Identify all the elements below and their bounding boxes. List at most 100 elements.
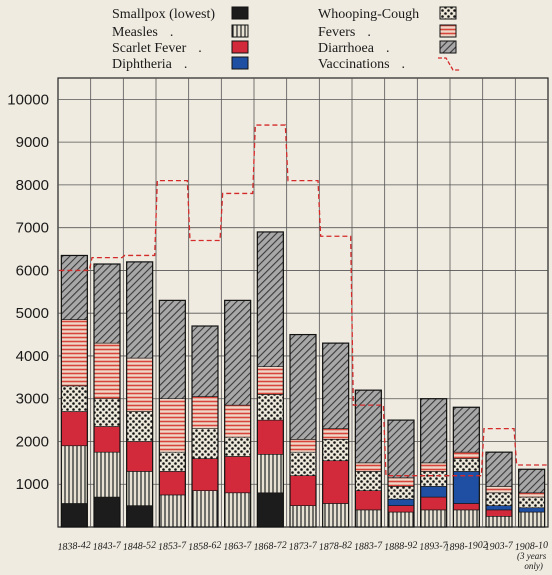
x-tick-label: 1888-92 xyxy=(384,540,418,553)
bar-segment-diarrhoea xyxy=(224,300,251,406)
bar-segment-fevers xyxy=(420,462,447,472)
legend-swatch-whooping-cough xyxy=(439,6,457,20)
bar-segment-diarrhoea xyxy=(485,451,513,487)
bar-stack-1848-52 xyxy=(126,261,154,528)
bar-segment-fevers xyxy=(224,404,251,438)
bar-segment-scarlet-fever xyxy=(322,460,349,504)
legend-leader: . xyxy=(402,57,406,72)
bar-segment-measles xyxy=(387,511,415,528)
x-axis: 1838-42 1843-7 1848-52 1853-7 1858-62 1863-7 1… xyxy=(57,540,548,571)
bar-segment-whooping-cough xyxy=(191,428,219,459)
x-tick-label: 1903-7 xyxy=(484,540,514,553)
bar-segment-fevers xyxy=(93,342,121,400)
legend-leader: . xyxy=(198,41,202,56)
bar-outline xyxy=(256,231,284,528)
bar-segment-diarrhoea xyxy=(257,231,284,367)
bar-segment-scarlet-fever xyxy=(257,419,284,455)
legend-swatch-vaccinations xyxy=(438,57,460,71)
bar-segment-whooping-cough xyxy=(126,411,153,442)
bar-stack-1873-7 xyxy=(289,333,317,528)
legend-leader: . xyxy=(184,57,188,72)
bar-stack-1838-42 xyxy=(60,254,88,528)
legend-item-diarrhoea: Diarrhoea. xyxy=(318,40,457,56)
bar-segment-fevers xyxy=(387,477,415,487)
legend: Smallpox (lowest)Measles .Scarlet Fever .D… xyxy=(112,6,460,72)
legend-item-smallpox-lowest: Smallpox (lowest) xyxy=(112,6,249,22)
bar-segment-measles xyxy=(289,505,317,528)
x-tick-label: 1848-52 xyxy=(122,540,156,553)
legend-swatch-measles xyxy=(231,24,249,38)
bar-stack-1863-7 xyxy=(224,299,252,528)
bar-stack-1843-7 xyxy=(93,263,121,528)
x-tick-label: 1873-7 xyxy=(288,540,318,553)
bar-segment-whooping-cough xyxy=(518,496,545,509)
x-tick-label: 1843-7 xyxy=(92,540,122,553)
y-tick-label: 5000 xyxy=(16,305,49,322)
bar-segment-diarrhoea xyxy=(61,255,88,320)
bar-segment-diphtheria xyxy=(420,486,447,498)
bar-outline xyxy=(485,451,513,528)
bar-segment-diphtheria xyxy=(518,507,545,513)
legend-leader: . xyxy=(386,41,390,56)
bar-outline xyxy=(452,406,480,528)
bar-stack-1853-7 xyxy=(158,299,186,528)
bar-stack-1868-72 xyxy=(256,231,284,528)
bar-segment-diphtheria xyxy=(485,505,513,511)
bar-outline xyxy=(387,419,415,528)
bar-outline xyxy=(420,398,448,528)
bar-segment-measles xyxy=(322,503,349,528)
bar-segment-fevers xyxy=(322,428,349,440)
legend-swatch-diphtheria xyxy=(231,56,249,70)
x-tick-label: 1838-42 xyxy=(57,540,91,553)
x-tick-label: 1883-7 xyxy=(354,540,384,553)
bar-segment-scarlet-fever xyxy=(191,458,219,491)
legend-item-whooping-cough: Whooping-Cough xyxy=(318,6,457,22)
bar-segment-fevers xyxy=(126,357,153,412)
bar-segment-measles xyxy=(191,490,219,528)
bar-segment-measles xyxy=(518,511,545,528)
bar-segment-scarlet-fever xyxy=(387,505,415,513)
bar-segment-scarlet-fever xyxy=(453,503,480,511)
bar-segment-whooping-cough xyxy=(257,394,284,421)
bar-outline xyxy=(60,254,88,528)
bar-stack-1858-62 xyxy=(191,325,219,528)
bar-segment-diarrhoea xyxy=(387,419,415,479)
bar-segment-whooping-cough xyxy=(485,492,513,506)
bar-segment-scarlet-fever xyxy=(355,490,382,511)
y-tick-label: 7000 xyxy=(16,220,49,237)
legend-swatch-diarrhoea xyxy=(439,40,457,54)
bar-segment-diarrhoea xyxy=(191,325,219,397)
y-tick-label: 4000 xyxy=(16,348,49,365)
bar-segment-measles xyxy=(126,471,153,506)
bar-segment-fevers xyxy=(289,439,317,453)
legend-leader: . xyxy=(170,25,174,40)
bar-stack-1898-1902 xyxy=(452,406,480,528)
legend-swatch-scarlet-fever xyxy=(231,40,249,54)
bar-segment-scarlet-fever xyxy=(159,471,186,496)
bar-segment-measles xyxy=(355,509,382,528)
bar-stack-1893-7 xyxy=(420,398,448,528)
bar-segment-measles xyxy=(93,451,121,498)
legend-label: Smallpox (lowest) xyxy=(112,7,215,22)
bar-segment-diarrhoea xyxy=(159,300,186,400)
bar-segment-measles xyxy=(420,509,447,528)
y-tick-label: 3000 xyxy=(16,391,49,408)
x-tick-label: 1868-72 xyxy=(253,540,287,553)
y-tick-label: 6000 xyxy=(16,262,49,279)
bar-segment-diarrhoea xyxy=(518,468,545,494)
bar-segment-whooping-cough xyxy=(224,436,251,457)
bar-stack-1888-92 xyxy=(387,419,415,528)
bar-segment-measles xyxy=(453,509,480,528)
bar-segment-fevers xyxy=(191,396,219,429)
y-tick-label: 1000 xyxy=(16,476,49,493)
bar-segment-scarlet-fever xyxy=(93,426,121,453)
bar-segment-measles xyxy=(485,516,513,528)
bar-segment-measles xyxy=(257,454,284,494)
x-tick-note: (3 years xyxy=(517,551,547,561)
bar-outline xyxy=(518,468,546,528)
legend-item-scarlet-fever: Scarlet Fever. xyxy=(112,40,249,56)
bar-segment-scarlet-fever xyxy=(224,456,251,494)
vaccinations-line-path xyxy=(59,124,547,477)
bar-segment-scarlet-fever xyxy=(289,475,317,506)
